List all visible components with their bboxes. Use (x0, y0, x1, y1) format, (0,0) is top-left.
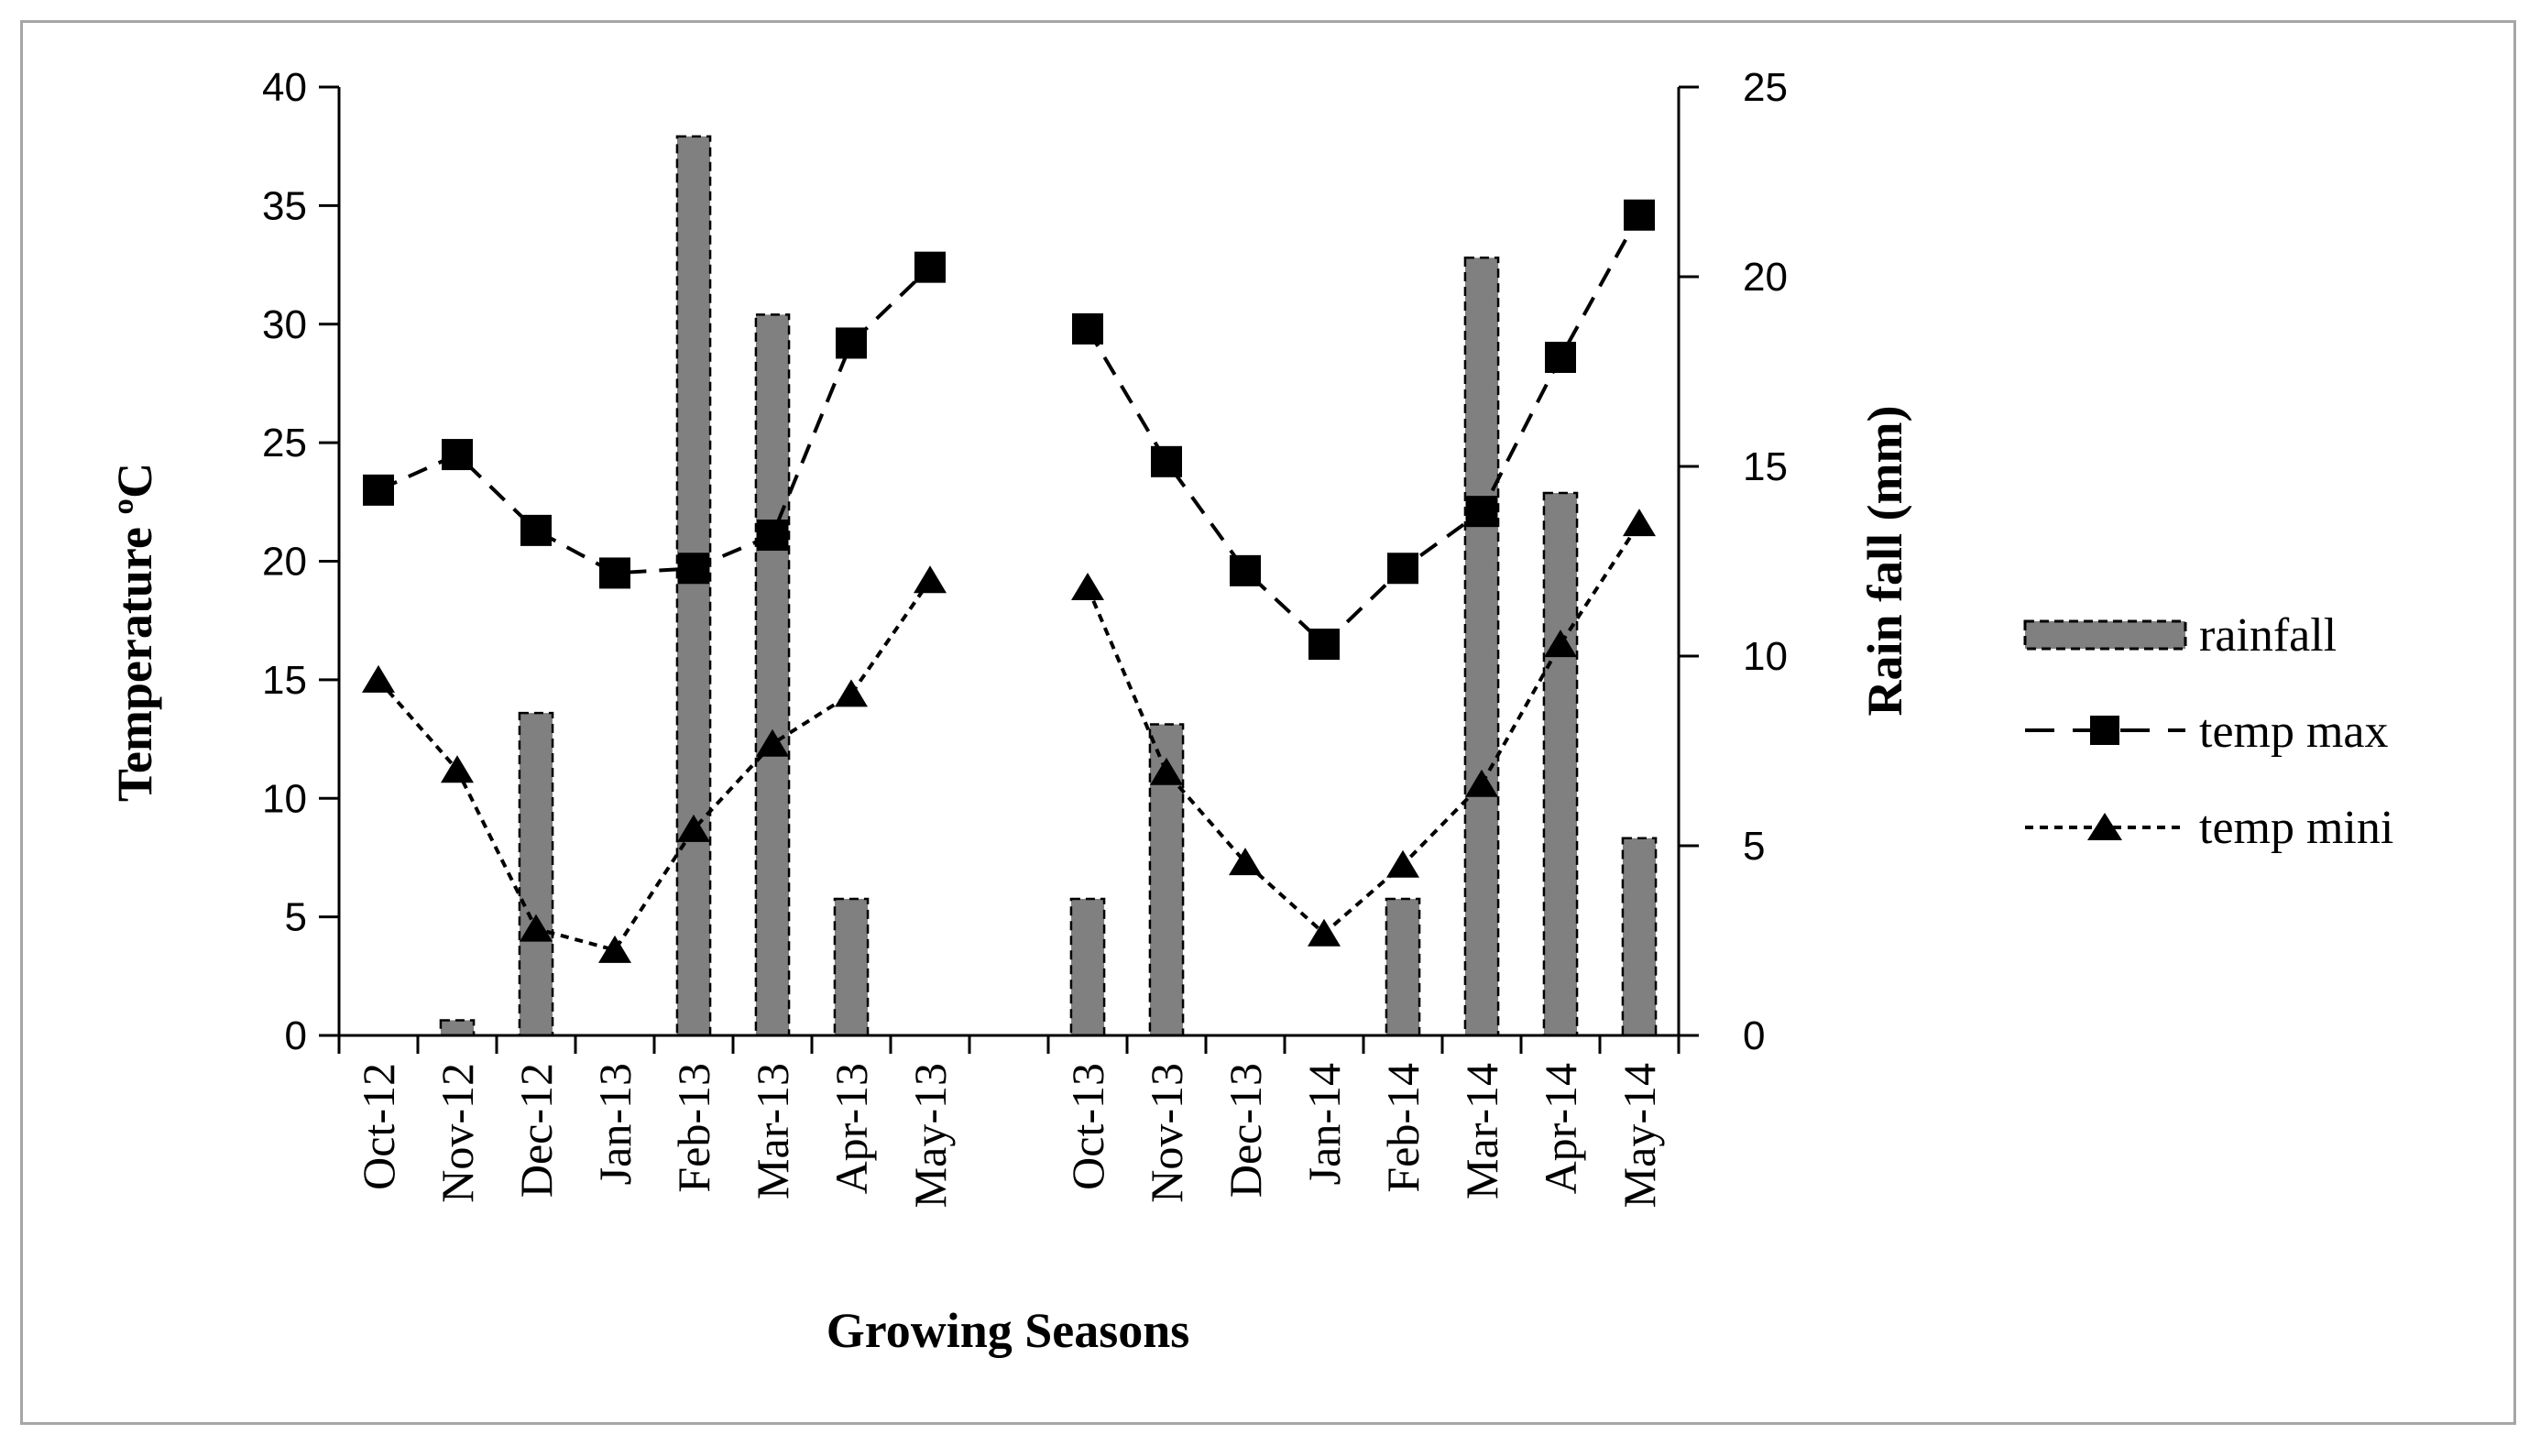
x-tick-label-Oct-12: Oct-12 (353, 1063, 404, 1190)
temp-max-point-Mar-13 (757, 520, 788, 552)
temp-max-point-Nov-12 (442, 439, 473, 471)
y-axis-right-title: Rain fall (mm) (1857, 406, 1912, 717)
x-tick-label-Dec-13: Dec-13 (1220, 1063, 1271, 1198)
x-tick-label-Jan-14: Jan-14 (1298, 1063, 1350, 1185)
temp-mini-point-Apr-14 (1544, 629, 1577, 658)
x-tick-label-Nov-12: Nov-12 (432, 1063, 483, 1203)
temp-max-point-Oct-13 (1072, 312, 1103, 345)
x-axis-title: Growing Seasons (827, 1303, 1190, 1358)
rainfall-bar-Apr-13 (833, 897, 870, 1037)
tick-labels: 0 5 10 15 20 25 30 35 40 0 5 10 15 20 25 Oct-12 Nov-12 De… (262, 65, 1788, 1208)
temp-mini-point-May-14 (1623, 509, 1656, 537)
temp-max-point-Apr-14 (1545, 341, 1576, 373)
y-right-tick-label: 25 (1743, 65, 1788, 110)
x-tick-label-Mar-14: Mar-14 (1456, 1063, 1507, 1199)
temp-mini-point-May-13 (914, 565, 947, 594)
legend: rainfall temp max temp mini (2023, 609, 2393, 854)
legend-item-temp-mini: temp mini (2025, 802, 2393, 854)
legend-item-temp-max: temp max (2025, 706, 2389, 758)
y-left-tick-label: 15 (262, 658, 307, 703)
axes (319, 85, 1699, 1054)
x-tick-label-Dec-12: Dec-12 (510, 1063, 562, 1198)
temp-max-point-Feb-14 (1387, 553, 1418, 585)
x-tick-label-May-13: May-13 (904, 1063, 956, 1208)
temp-mini-point-Jan-14 (1308, 918, 1341, 947)
y-right-tick-label: 0 (1743, 1013, 1765, 1058)
rainfall-bar-Feb-14 (1385, 897, 1421, 1037)
temp-max-point-Jan-14 (1308, 629, 1340, 661)
temp-max-point-May-13 (914, 251, 946, 283)
rainfall-bar-Mar-14 (1463, 257, 1500, 1037)
temp-mini-point-Mar-14 (1465, 769, 1498, 797)
temp-mini-point-Dec-13 (1229, 848, 1262, 876)
rainfall-bar-Apr-14 (1542, 491, 1579, 1037)
rainfall-bar-Oct-13 (1069, 897, 1106, 1037)
x-tick-label-Feb-13: Feb-13 (668, 1063, 719, 1193)
temp-mini-point-Jan-13 (598, 935, 631, 963)
y-left-tick-label: 10 (262, 776, 307, 821)
x-tick-label-Nov-13: Nov-13 (1141, 1063, 1192, 1203)
rainfall-bar-Mar-13 (754, 313, 791, 1037)
temp-max-point-Dec-13 (1230, 554, 1261, 586)
temp-mini-line-segment-1 (1086, 522, 1641, 936)
temp-mini-point-Oct-12 (362, 664, 395, 693)
legend-marker-triangle (2087, 813, 2122, 840)
temp-mini-point-Oct-13 (1071, 572, 1104, 600)
x-tick-label-Mar-13: Mar-13 (747, 1063, 798, 1199)
y-axis-left-title: Temperature ºC (107, 463, 162, 802)
legend-label-temp-max: temp max (2199, 706, 2389, 758)
y-left-tick-label: 30 (262, 302, 307, 347)
x-tick-label-Jan-13: Jan-13 (589, 1063, 640, 1185)
temp-mini-point-Dec-12 (520, 914, 553, 942)
temp-mini-point-Apr-13 (835, 679, 868, 707)
temp-max-point-Feb-13 (678, 553, 709, 585)
temp-max-point-Nov-13 (1151, 445, 1182, 477)
y-left-tick-label: 35 (262, 183, 307, 228)
y-right-tick-label: 15 (1743, 444, 1788, 489)
legend-label-rainfall: rainfall (2199, 609, 2337, 662)
temp-mini-line-segment-0 (377, 579, 932, 953)
series-lines (377, 213, 1641, 953)
temp-max-point-Apr-13 (836, 327, 867, 359)
temp-max-point-Jan-13 (599, 557, 630, 589)
legend-label-temp-mini: temp mini (2199, 802, 2393, 854)
legend-marker-square (2090, 716, 2119, 745)
y-right-tick-label: 20 (1743, 255, 1788, 300)
temp-max-point-Mar-14 (1466, 496, 1497, 528)
temp-mini-point-Nov-13 (1150, 757, 1183, 785)
temp-mini-point-Nov-12 (441, 755, 474, 783)
y-left-tick-label: 25 (262, 421, 307, 465)
y-left-tick-label: 20 (262, 540, 307, 585)
y-left-tick-label: 5 (285, 895, 307, 940)
y-right-tick-label: 10 (1743, 634, 1788, 679)
y-right-tick-label: 5 (1743, 824, 1765, 869)
x-tick-label-Oct-13: Oct-13 (1062, 1063, 1113, 1190)
temp-max-line-segment-1 (1086, 213, 1641, 647)
legend-swatch-rainfall (2023, 619, 2187, 651)
legend-item-rainfall: rainfall (2023, 609, 2337, 662)
temp-max-line-segment-0 (378, 266, 932, 575)
temp-mini-point-Feb-13 (677, 814, 710, 842)
rainfall-bar-Nov-12 (439, 1019, 476, 1037)
rainfall-bar-May-14 (1621, 837, 1658, 1037)
y-left-tick-label: 40 (262, 65, 307, 110)
x-tick-label-Apr-14: Apr-14 (1535, 1063, 1586, 1194)
rainfall-bar-Feb-13 (675, 135, 712, 1037)
temp-max-point-Oct-12 (363, 474, 394, 506)
x-tick-label-Feb-14: Feb-14 (1377, 1063, 1429, 1193)
temp-max-point-Dec-12 (520, 514, 552, 546)
temp-mini-point-Mar-13 (756, 728, 789, 757)
temp-mini-point-Feb-14 (1386, 849, 1419, 878)
temp-max-point-May-14 (1624, 199, 1655, 231)
x-tick-label-Apr-13: Apr-13 (826, 1063, 877, 1194)
y-left-tick-label: 0 (285, 1013, 307, 1058)
series-markers (362, 199, 1656, 963)
rainfall-bar-Dec-12 (518, 711, 554, 1037)
x-tick-label-May-14: May-14 (1614, 1063, 1665, 1208)
